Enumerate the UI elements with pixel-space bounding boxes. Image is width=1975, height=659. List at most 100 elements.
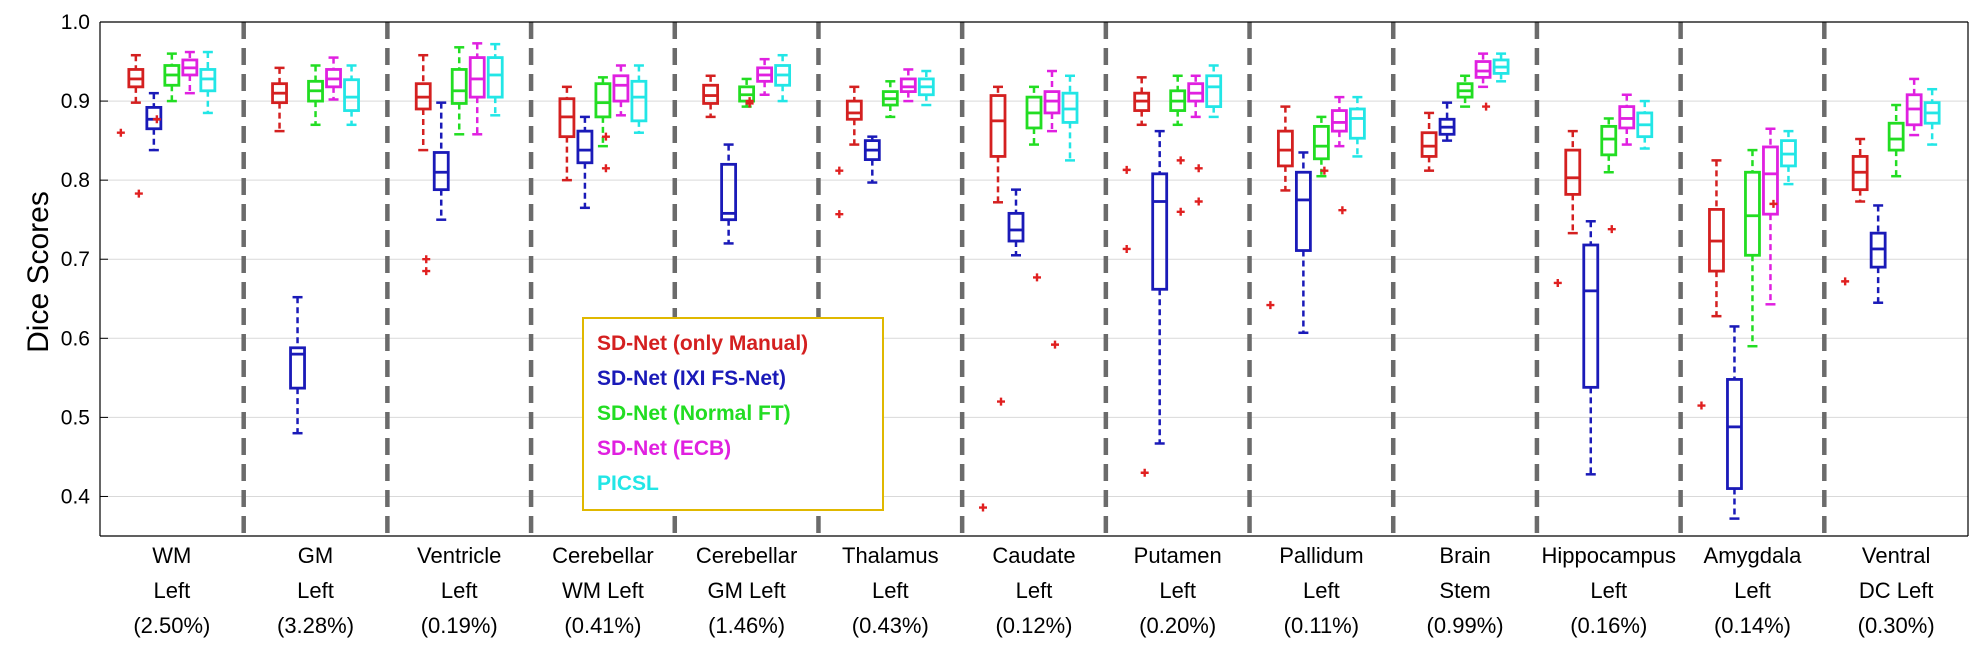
category-label-1-line-2: (3.28%) — [277, 613, 354, 638]
iqr-box — [1474, 60, 1492, 79]
iqr-box — [1744, 170, 1761, 257]
box-2-12 — [1887, 103, 1905, 178]
box-4-6 — [1051, 74, 1079, 349]
category-label-9-line-1: Stem — [1439, 578, 1490, 603]
box-1-11 — [1726, 325, 1743, 520]
box-4-4 — [774, 53, 792, 103]
box-3-1 — [325, 56, 342, 101]
category-label-2-line-2: (0.19%) — [421, 613, 498, 638]
y-tick-label-2: 0.6 — [61, 327, 90, 350]
legend-entry-4: PICSL — [597, 472, 659, 495]
iqr-box — [468, 56, 486, 99]
iqr-box — [1600, 124, 1618, 157]
box-2-8 — [1312, 115, 1330, 178]
iqr-box — [576, 129, 594, 165]
box-1-7 — [1140, 129, 1169, 477]
outlier-0 — [116, 128, 125, 137]
outlier-0 — [422, 255, 431, 264]
outlier-0 — [1194, 164, 1203, 173]
box-0-2 — [414, 53, 432, 152]
iqr-box — [1582, 243, 1600, 389]
iqr-box — [612, 74, 630, 103]
outlier-0 — [1338, 206, 1347, 215]
category-label-0-line-1: Left — [153, 578, 190, 603]
box-4-2 — [486, 42, 504, 117]
box-3-8 — [1320, 95, 1348, 175]
y-tick-label-6: 1.0 — [61, 11, 90, 34]
box-0-5 — [835, 85, 863, 219]
box-0-4 — [702, 74, 720, 119]
iqr-box — [1276, 129, 1294, 168]
category-label-10-line-1: Left — [1590, 578, 1627, 603]
legend-entry-2: SD-Net (Normal FT) — [597, 402, 791, 425]
category-label-2-line-1: Left — [441, 578, 478, 603]
outlier-0 — [1482, 102, 1491, 111]
y-tick-label-0: 0.4 — [61, 485, 91, 508]
box-3-9 — [1474, 52, 1492, 89]
outlier-1 — [1122, 244, 1131, 253]
outlier-0 — [979, 503, 987, 512]
outlier-0 — [134, 189, 143, 198]
box-4-8 — [1338, 95, 1366, 215]
box-3-2 — [468, 42, 486, 136]
outlier-0 — [1051, 340, 1059, 349]
box-1-0 — [134, 91, 163, 198]
category-label-5-line-2: (0.43%) — [852, 613, 929, 638]
iqr-box — [1887, 121, 1905, 152]
category-label-3-line-1: WM Left — [562, 578, 644, 603]
category-label-11-line-0: Amygdala — [1704, 543, 1803, 568]
box-3-6 — [1033, 69, 1061, 282]
outlier-0 — [1033, 273, 1041, 282]
box-4-3 — [630, 64, 648, 134]
category-label-5-line-1: Left — [872, 578, 909, 603]
category-label-5-line-0: Thalamus — [842, 543, 939, 568]
iqr-box — [486, 56, 504, 99]
box-1-8 — [1294, 151, 1312, 335]
outlier-1 — [1176, 207, 1185, 216]
category-label-7-line-0: Putamen — [1134, 543, 1222, 568]
outlier-0 — [1769, 199, 1778, 208]
iqr-box — [1294, 170, 1312, 252]
outlier-1 — [745, 99, 754, 108]
box-3-10 — [1607, 93, 1636, 234]
box-0-0 — [116, 53, 145, 137]
box-0-7 — [1122, 76, 1151, 253]
box-3-5 — [899, 68, 917, 103]
box-4-1 — [343, 64, 360, 127]
box-2-3 — [594, 76, 612, 148]
box-4-10 — [1636, 99, 1654, 150]
iqr-box — [1726, 378, 1743, 490]
box-1-9 — [1438, 101, 1456, 142]
box-1-1 — [289, 295, 306, 435]
y-tick-label-1: 0.5 — [61, 406, 90, 429]
category-label-1-line-1: Left — [297, 578, 334, 603]
box-4-7 — [1194, 64, 1223, 206]
box-4-11 — [1769, 129, 1797, 208]
category-label-4-line-1: GM Left — [707, 578, 785, 603]
category-label-4-line-0: Cerebellar — [696, 543, 798, 568]
box-1-3 — [576, 115, 594, 210]
outlier-0 — [835, 166, 844, 175]
iqr-box — [720, 162, 738, 222]
category-label-8-line-2: (0.11%) — [1284, 613, 1359, 638]
y-tick-label-5: 0.9 — [61, 90, 90, 113]
outlier-1 — [1194, 197, 1203, 206]
outlier-1 — [422, 267, 431, 276]
category-label-8-line-1: Left — [1303, 578, 1340, 603]
category-label-6-line-2: (0.12%) — [995, 613, 1072, 638]
outlier-0 — [1266, 301, 1275, 310]
outlier-0 — [152, 115, 161, 124]
category-label-8-line-0: Pallidum — [1279, 543, 1363, 568]
box-1-2 — [422, 101, 450, 276]
category-label-12-line-1: DC Left — [1859, 578, 1934, 603]
iqr-box — [989, 94, 1007, 158]
category-label-7-line-1: Left — [1159, 578, 1196, 603]
outlier-0 — [1607, 225, 1616, 234]
category-label-2-line-0: Ventricle — [417, 543, 501, 568]
category-label-6-line-0: Caudate — [992, 543, 1075, 568]
box-3-0 — [181, 50, 199, 95]
category-label-3-line-2: (0.41%) — [564, 613, 641, 638]
iqr-box — [630, 79, 648, 123]
box-0-3 — [558, 85, 576, 182]
